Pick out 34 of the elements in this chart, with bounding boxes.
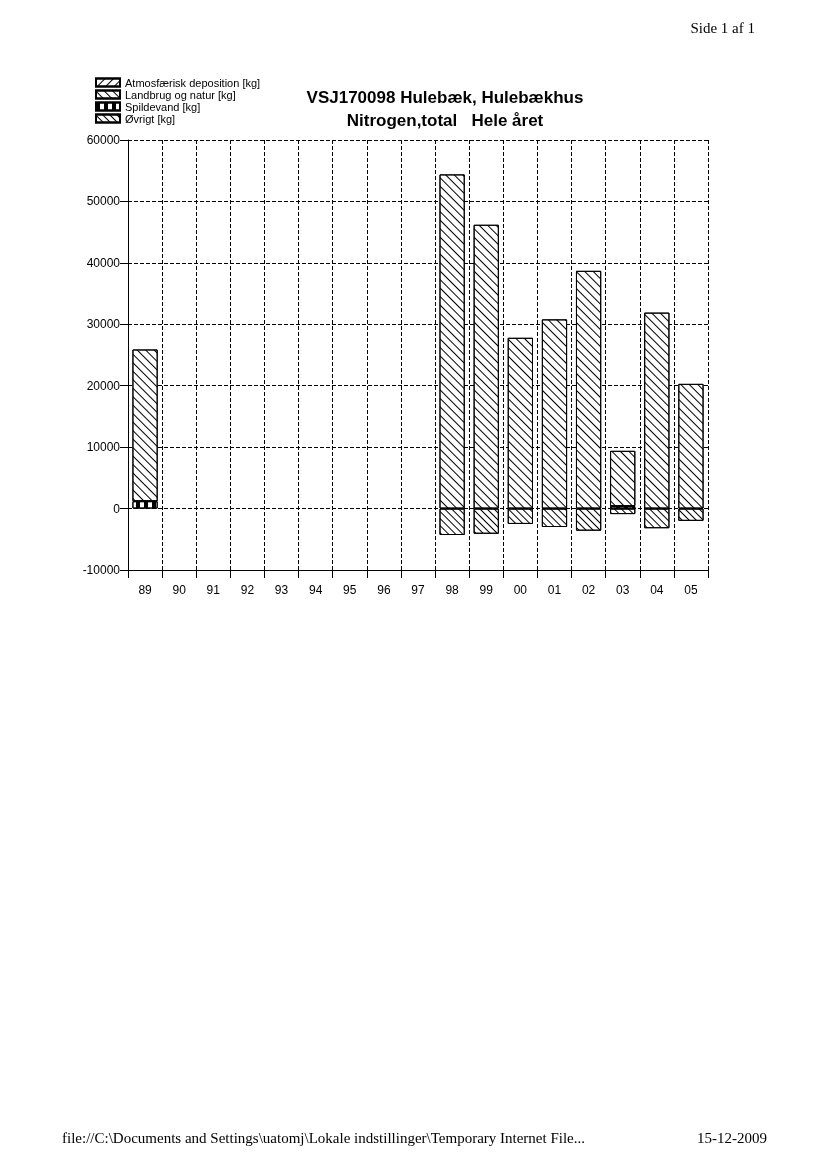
y-tick-label: 10000 (86, 440, 121, 455)
x-tick-label: 99 (479, 583, 494, 597)
y-tick-label: 0 (113, 501, 121, 516)
x-tick-label: 03 (616, 583, 630, 597)
text: file://C:\Documents and Settings\uatomj\Lokale indstillinger\Temporary Internet File... (62, 1129, 586, 1146)
legend-label: Spildevand [kg] (125, 100, 201, 113)
x-tick-label: 97 (411, 583, 425, 597)
legend-label: Atmosfærisk deposition [kg] (125, 76, 261, 89)
x-tick-label: 90 (172, 583, 187, 597)
legend-label: Øvrigt [kg] (125, 112, 176, 125)
x-tick-label: 91 (206, 583, 221, 597)
x-tick-label: 02 (581, 583, 596, 597)
x-tick-label: 01 (547, 583, 562, 597)
x-tick-label: 94 (308, 583, 323, 597)
text: 15-12-2009 (697, 1129, 768, 1146)
x-tick-label: 95 (343, 583, 357, 597)
text: Side 1 af 1 (690, 19, 756, 36)
legend-label: Landbrug og natur [kg] (125, 88, 236, 101)
x-tick-label: 93 (274, 583, 289, 597)
y-tick-label: 50000 (86, 194, 121, 209)
y-tick-label: 20000 (86, 378, 121, 393)
x-tick-label: 04 (650, 583, 664, 597)
y-tick-label: 30000 (86, 317, 121, 332)
chart-subtitle: Nitrogen,total Hele året (346, 111, 544, 130)
x-tick-label: 05 (684, 583, 698, 597)
y-tick-label: 40000 (86, 255, 121, 270)
chart-title: VSJ170098 Hulebæk, Hulebækhus (306, 88, 584, 107)
x-tick-label: 89 (138, 583, 153, 597)
x-tick-label: 98 (445, 583, 460, 597)
x-tick-label: 96 (377, 583, 391, 597)
x-tick-label: 00 (513, 583, 528, 597)
y-tick-label: -10000 (82, 563, 121, 577)
y-tick-label: 60000 (86, 133, 121, 147)
x-tick-label: 92 (240, 583, 255, 597)
